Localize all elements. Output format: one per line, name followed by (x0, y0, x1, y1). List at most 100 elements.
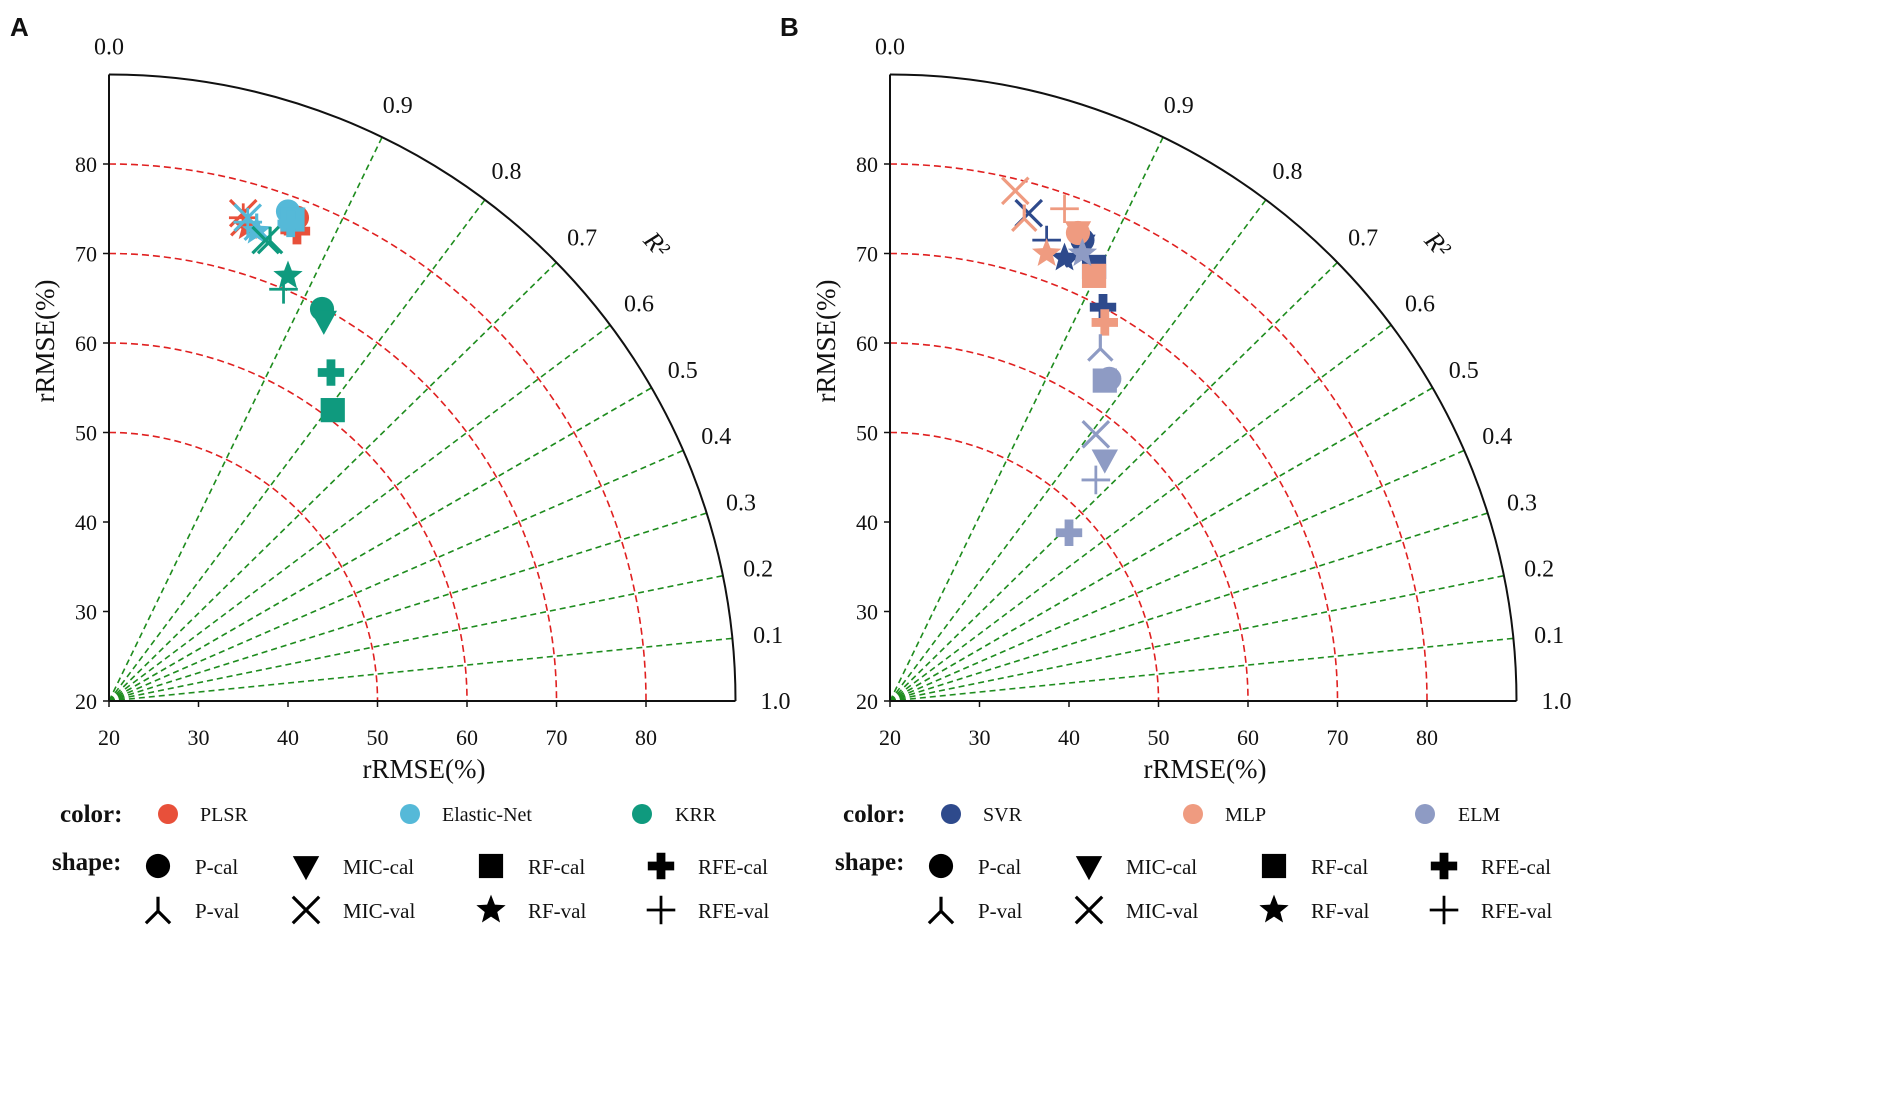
marker-thick-plus (317, 359, 345, 386)
legend-model-label: ELM (1458, 804, 1500, 826)
rmse-arc (889, 163, 1428, 702)
outer-arc (889, 73, 1518, 702)
legend-shape-marker (1430, 852, 1458, 880)
rmse-arc (108, 163, 647, 702)
marker-star (476, 894, 506, 923)
r2-ray (889, 512, 1488, 702)
legend-shape-label: P-cal (195, 855, 238, 879)
r2-tick-label: 0.7 (567, 225, 597, 251)
x-tick-label: 30 (969, 725, 991, 750)
legend-model-label: KRR (675, 804, 717, 826)
panel-label: A (10, 12, 29, 42)
r2-axis-title: R² (1418, 225, 1457, 264)
legend-shape-label: RF-val (528, 899, 587, 923)
x-tick-label: 80 (635, 725, 657, 750)
r2-tick-label: 0.4 (701, 424, 731, 450)
legend-shape-marker (1261, 853, 1287, 879)
y-tick-label: 40 (856, 510, 878, 535)
data-point (1081, 465, 1111, 495)
panel-label: B (780, 12, 799, 42)
legend-shape-label: MIC-cal (1126, 855, 1197, 879)
marker-thick-plus (1089, 294, 1117, 321)
legend-model-label: PLSR (200, 804, 248, 826)
r2-ray (108, 574, 724, 702)
r2-tick-label: 0.6 (1405, 292, 1435, 318)
r2-tick-label: 0.7 (1348, 225, 1378, 251)
data-point (1091, 309, 1118, 336)
legend-shape-marker (927, 896, 955, 925)
r2-ray (108, 387, 652, 702)
data-point (1011, 204, 1038, 233)
data-point (1050, 194, 1079, 224)
legend-shape-marker (145, 853, 171, 879)
data-point (1067, 238, 1098, 266)
marker-star (1049, 242, 1080, 271)
y-axis-title: rRMSE(%) (811, 280, 841, 403)
r2-ray (889, 136, 1164, 702)
legend-shape-marker (292, 856, 320, 881)
marker-thick-plus (277, 210, 304, 238)
marker-x (1074, 895, 1104, 925)
legend-shape-label: MIC-val (1126, 899, 1198, 923)
legend-swatch (1183, 804, 1203, 824)
legend-shape-label: RF-val (1311, 899, 1370, 923)
marker-square (320, 398, 345, 423)
r2-tick-label: 0.9 (1164, 93, 1194, 119)
rmse-arc (108, 252, 558, 702)
data-point (320, 398, 345, 423)
r2-ray (889, 449, 1465, 702)
legend-shape-label: RF-cal (528, 855, 585, 879)
legend-shape-marker (1429, 895, 1459, 925)
r2-rays (108, 136, 733, 702)
marker-thin-plus (1050, 194, 1079, 224)
r2-ray (889, 574, 1505, 702)
x-tick-label: 50 (1148, 725, 1170, 750)
legend-shape-label: RFE-val (698, 899, 769, 923)
data-point (1092, 368, 1117, 393)
legend-shape-marker (647, 852, 675, 880)
legend-shape-label: MIC-val (343, 899, 415, 923)
legend-color-title: color: (60, 801, 122, 828)
r2-tick-label: 0.1 (753, 623, 783, 649)
r2-ray (889, 324, 1392, 702)
marker-star (1067, 238, 1098, 266)
r2-ray (108, 512, 707, 702)
y-tick-label: 60 (856, 331, 878, 356)
legend-shape-marker (646, 895, 676, 925)
legend-shape-label: P-val (978, 899, 1022, 923)
marker-thick-plus (1430, 852, 1458, 880)
r2-tick-label: 0.2 (743, 557, 773, 583)
y-tick-label: 30 (75, 600, 97, 625)
x-tick-label: 40 (277, 725, 299, 750)
legend-color-title: color: (843, 801, 905, 828)
r2-tick-label: 0.8 (1273, 159, 1303, 185)
data-point (277, 210, 304, 238)
legend-swatch (1415, 804, 1435, 824)
r2-ray (108, 449, 684, 702)
marker-thick-plus (647, 852, 675, 880)
panel-b: B 20 30 40 50 60 70 80 20 30 40 50 60 70 80 rRMSE(%) rRM… (780, 12, 1572, 925)
marker-square (1081, 263, 1107, 288)
r2-tick-label: 0.6 (624, 292, 654, 318)
legend-model-label: SVR (983, 804, 1023, 826)
legend-shape-marker (1074, 895, 1104, 925)
x-tick-label: 80 (1416, 725, 1438, 750)
marker-x (291, 895, 321, 925)
legend-swatch (158, 804, 178, 824)
y-tick-label: 20 (75, 689, 97, 714)
legend: color: PLSR Elastic-Net KRR shape: P-cal MIC-c… (52, 801, 769, 925)
data-points (1000, 176, 1122, 546)
data-point (1081, 419, 1111, 449)
y-tick-label: 50 (856, 421, 878, 446)
legend-shape-marker (144, 896, 172, 925)
marker-x (1081, 419, 1111, 449)
marker-x (1000, 176, 1030, 206)
legend: color: SVR MLP ELM shape: P-cal MIC-cal RF-cal R… (835, 801, 1552, 925)
marker-triangle-down (292, 856, 320, 881)
x-tick-label: 40 (1058, 725, 1080, 750)
r2-ray (108, 199, 486, 702)
x-tick-label: 30 (188, 725, 210, 750)
r2-rays (889, 136, 1514, 702)
legend-shape-marker (1259, 894, 1289, 923)
rmse-arc (108, 431, 379, 702)
